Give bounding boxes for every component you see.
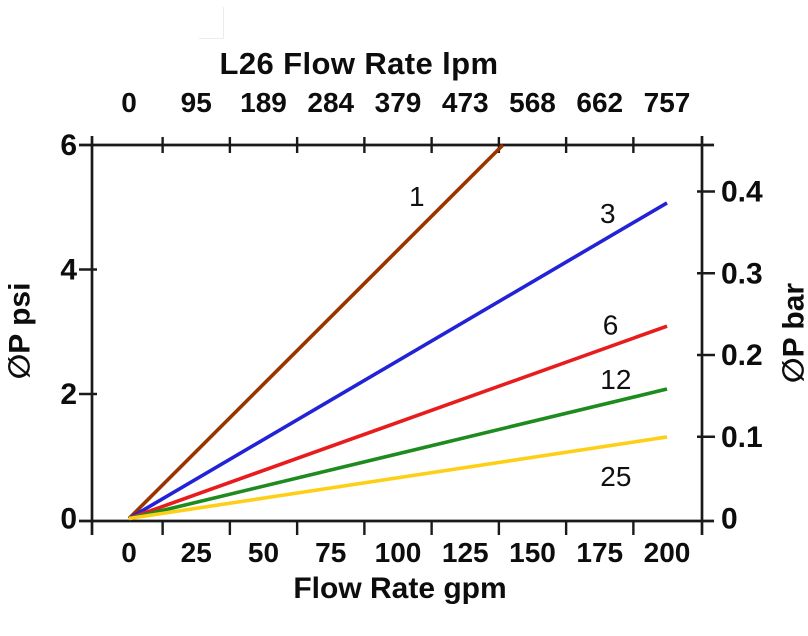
curve-label-6: 6	[603, 309, 619, 340]
left-tick-label: 0	[60, 503, 77, 536]
chart-title: L26 Flow Rate lpm	[219, 46, 499, 81]
bottom-tick-label: 200	[644, 537, 691, 568]
curve-labels: 1 3 6 12 25	[409, 181, 631, 492]
top-tick-label: 757	[644, 87, 691, 118]
axis-ticks	[79, 137, 715, 535]
axes-lines	[79, 136, 714, 535]
right-tick-label: 0.2	[721, 339, 763, 372]
bottom-tick-label: 0	[121, 537, 137, 568]
top-tick-label: 473	[442, 87, 489, 118]
faint-logo-remnant	[199, 7, 224, 39]
bottom-tick-label: 150	[509, 537, 556, 568]
left-tick-label: 2	[60, 378, 77, 411]
top-tick-label: 568	[509, 87, 556, 118]
x-axis-label-bottom: Flow Rate gpm	[293, 572, 507, 605]
top-tick-label: 662	[576, 87, 623, 118]
curve-label-1: 1	[409, 181, 425, 212]
series-line-6	[128, 324, 668, 521]
data-series-lines	[127, 143, 668, 521]
right-tick-label: 0	[721, 503, 738, 536]
bottom-tick-label: 25	[181, 537, 212, 568]
series-line-25	[128, 435, 668, 521]
y-axis-label-right: ∅P bar	[777, 282, 808, 384]
top-tick-label: 0	[121, 87, 137, 118]
right-tick-label: 0.3	[721, 257, 763, 290]
curve-label-12: 12	[600, 364, 631, 395]
series-line-12	[128, 387, 668, 521]
curve-label-25: 25	[600, 461, 631, 492]
bottom-tick-label: 175	[576, 537, 623, 568]
y-axis-label-left: ∅P psi	[3, 282, 37, 380]
top-tick-label: 379	[375, 87, 422, 118]
bottom-tick-label: 75	[315, 537, 346, 568]
bottom-tick-label: 125	[442, 537, 489, 568]
series-line-3	[128, 201, 668, 521]
top-tick-label: 189	[240, 87, 287, 118]
bottom-tick-label: 50	[248, 537, 279, 568]
left-tick-label: 4	[60, 254, 77, 287]
right-tick-label: 0.1	[721, 421, 763, 454]
curve-label-3: 3	[600, 198, 616, 229]
top-tick-label: 95	[181, 87, 212, 118]
top-tick-label: 284	[307, 87, 354, 118]
bottom-tick-label: 100	[375, 537, 422, 568]
series-line-1	[127, 143, 505, 520]
right-tick-label: 0.4	[721, 176, 763, 209]
left-tick-label: 6	[60, 129, 77, 162]
